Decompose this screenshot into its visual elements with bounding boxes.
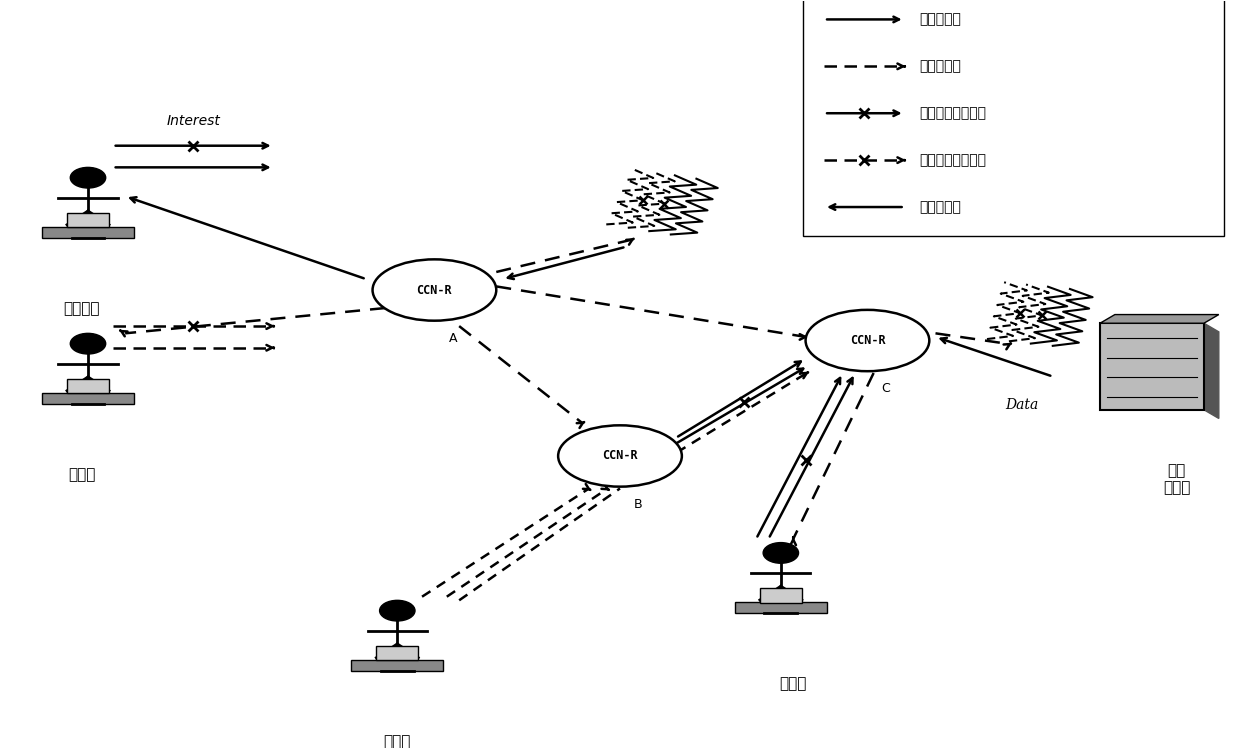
Text: A: A	[449, 332, 458, 345]
Ellipse shape	[558, 426, 682, 487]
Text: CCN-R: CCN-R	[417, 283, 453, 296]
Bar	[42, 227, 134, 238]
Text: CCN-R: CCN-R	[603, 450, 637, 462]
Text: Data: Data	[1006, 399, 1039, 412]
Text: 内容
服务器: 内容 服务器	[1163, 463, 1190, 496]
Text: 被丢弃虚假兴趣包: 被丢弃虚假兴趣包	[919, 153, 986, 167]
Bar	[760, 588, 802, 603]
Text: 攻击者: 攻击者	[780, 676, 807, 691]
Text: 合法用户: 合法用户	[63, 301, 100, 316]
Text: 被丢弃正常兴趣包: 被丢弃正常兴趣包	[919, 106, 986, 120]
Ellipse shape	[806, 310, 929, 371]
Bar	[67, 213, 109, 227]
Circle shape	[71, 168, 105, 188]
Text: 攻击者: 攻击者	[68, 467, 95, 482]
Bar	[735, 602, 827, 613]
Bar	[376, 646, 418, 660]
Text: 攻击者: 攻击者	[383, 734, 410, 748]
Circle shape	[379, 601, 415, 621]
Polygon shape	[1204, 323, 1219, 418]
Text: 正常兴趣包: 正常兴趣包	[919, 13, 961, 26]
Circle shape	[763, 542, 799, 563]
Text: B: B	[634, 498, 642, 511]
Circle shape	[71, 334, 105, 354]
Bar	[351, 660, 443, 671]
Text: CCN-R: CCN-R	[849, 334, 885, 347]
Bar	[1100, 323, 1204, 410]
Ellipse shape	[372, 260, 496, 321]
Polygon shape	[1100, 315, 1219, 323]
Bar	[42, 393, 134, 404]
Bar	[67, 378, 109, 393]
Text: Interest: Interest	[166, 114, 219, 128]
Text: 虚假兴趣包: 虚假兴趣包	[919, 59, 961, 73]
Text: C: C	[882, 382, 890, 396]
Text: 正常数据包: 正常数据包	[919, 200, 961, 214]
FancyBboxPatch shape	[804, 0, 1224, 236]
